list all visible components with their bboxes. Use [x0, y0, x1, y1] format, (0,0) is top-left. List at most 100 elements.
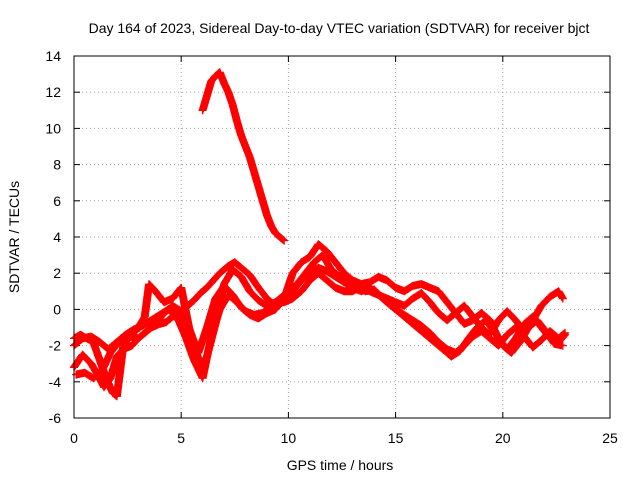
- data-point-run: [232, 117, 245, 139]
- data-point-run: [87, 332, 103, 346]
- data-point: [558, 341, 567, 350]
- data-point-run: [228, 290, 245, 311]
- data-point-run: [288, 259, 305, 278]
- data-point-run: [245, 287, 262, 304]
- data-point-run: [142, 320, 159, 336]
- data-point-run: [520, 317, 536, 336]
- data-point-run: [151, 287, 168, 306]
- x-tick-label: 15: [388, 430, 404, 446]
- data-point-run: [468, 312, 485, 331]
- y-tick-label: 14: [45, 48, 61, 64]
- data-point-run: [211, 281, 228, 328]
- data-point-run: [183, 319, 198, 345]
- data-point-run: [293, 270, 309, 289]
- data-point-run: [271, 229, 283, 241]
- data-point-run: [400, 295, 416, 310]
- data-point-run: [425, 298, 442, 316]
- series-track-e: [198, 68, 289, 245]
- data-point-run: [335, 272, 352, 288]
- x-tick-label: 20: [495, 430, 511, 446]
- data-point-run: [503, 335, 519, 354]
- data-point-run: [301, 259, 318, 278]
- data-point-run: [297, 253, 313, 267]
- data-point: [558, 294, 567, 303]
- data-point-run: [477, 309, 493, 324]
- data-point-run: [198, 93, 211, 115]
- data-point-run: [196, 284, 210, 298]
- data-point-run: [460, 301, 476, 320]
- data-point-run: [395, 309, 412, 324]
- data-point-run: [425, 328, 442, 346]
- data-point-run: [254, 309, 270, 323]
- x-tick-label: 10: [281, 430, 297, 446]
- data-point-run: [528, 302, 545, 325]
- data-point-run: [413, 323, 429, 338]
- data-point-run: [340, 269, 356, 284]
- data-point-run: [202, 78, 215, 100]
- y-tick-label: 4: [53, 229, 61, 245]
- y-tick-label: 8: [53, 157, 61, 173]
- data-point-run: [78, 350, 95, 367]
- data-point-run: [132, 313, 149, 336]
- data-point-run: [237, 303, 253, 318]
- data-point-run: [172, 312, 189, 340]
- data-point-run: [323, 276, 339, 291]
- data-point-run: [106, 353, 121, 383]
- x-tick-label: 0: [70, 430, 78, 446]
- data-point-run: [327, 265, 343, 280]
- data-point-run: [162, 313, 176, 327]
- data-point-run: [196, 353, 211, 372]
- data-point-run: [181, 332, 198, 363]
- data-point-run: [404, 316, 421, 331]
- y-axis-label: SDTVAR / TECUs: [6, 181, 22, 293]
- y-tick-label: -4: [49, 374, 62, 390]
- x-tick-label: 25: [602, 430, 618, 446]
- data-point-run: [202, 277, 217, 292]
- plot-frame: [73, 55, 611, 419]
- data-point-run: [177, 307, 191, 327]
- data-point-run: [237, 272, 254, 295]
- data-point: [280, 236, 289, 245]
- data-point-run: [95, 356, 110, 381]
- data-point-run: [112, 342, 128, 401]
- data-point-run: [383, 276, 399, 291]
- data-point: [560, 330, 569, 339]
- data-point-run: [145, 280, 159, 295]
- data-point-run: [224, 88, 237, 108]
- x-tick-labels: 0 5 10 15 20 25: [70, 430, 618, 446]
- data-point-run: [215, 262, 232, 278]
- data-point-run: [331, 258, 348, 277]
- data-point-run: [485, 317, 502, 339]
- y-tick-label: -2: [49, 338, 62, 354]
- data-point-run: [230, 258, 245, 271]
- data-point-run: [151, 310, 168, 328]
- data-point-run: [228, 265, 245, 280]
- data-point-run: [228, 100, 241, 124]
- data-point-run: [537, 323, 554, 342]
- data-point-run: [134, 327, 150, 343]
- data-point-run: [434, 287, 451, 306]
- data-point-run: [430, 338, 446, 353]
- data-point-run: [89, 338, 104, 363]
- chart-title: Day 164 of 2023, Sidereal Day-to-day VTE…: [89, 20, 590, 36]
- data-point-run: [168, 301, 185, 315]
- y-tick-labels: -6 -4 -2 0 2 4 6 8 10 12 14: [45, 48, 61, 426]
- data-point-run: [254, 182, 267, 204]
- data-point-run: [237, 263, 253, 279]
- data-point-run: [503, 307, 519, 324]
- x-axis-label: GPS time / hours: [287, 457, 394, 473]
- series-track-c: [72, 240, 569, 383]
- data-point-run: [254, 283, 271, 302]
- data-point-run: [258, 196, 271, 219]
- data-point-run: [102, 374, 117, 396]
- data-point-run: [387, 301, 403, 317]
- data-point-run: [318, 251, 335, 273]
- data-point-run: [275, 233, 288, 244]
- series-track-d: [70, 265, 567, 401]
- y-tick-label: 10: [45, 120, 61, 136]
- data-point-run: [507, 339, 524, 357]
- data-point-run: [245, 271, 262, 291]
- data-points: [70, 68, 569, 401]
- data-point-run: [554, 331, 569, 346]
